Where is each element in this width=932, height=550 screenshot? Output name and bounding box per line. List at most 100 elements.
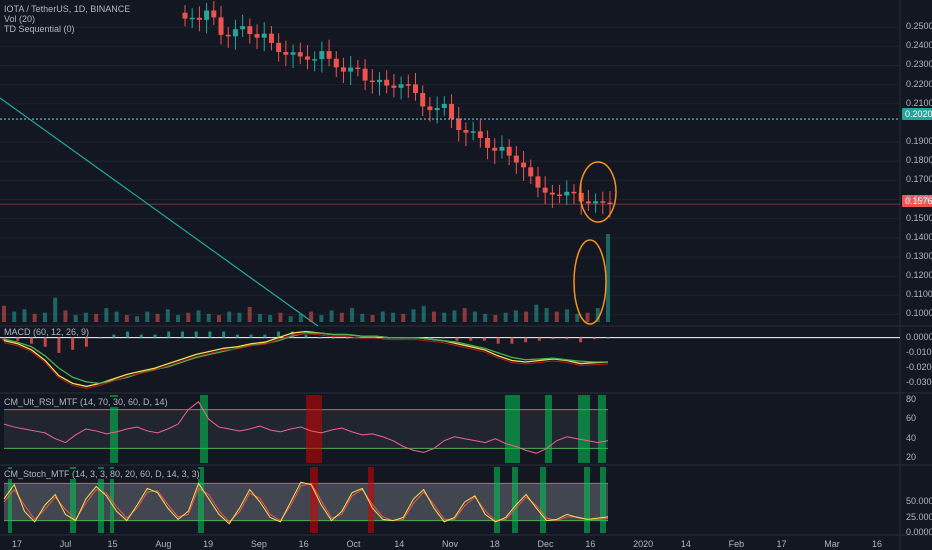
volume-bar [114,311,119,322]
rsi-legend: CM_Ult_RSI_MTF (14, 70, 30, 60, D, 14) [4,397,168,407]
candle-body [204,10,210,20]
candle-body [391,85,397,88]
macd-histogram-bar [71,337,75,350]
current-price-tag: 0.1576 [902,195,932,207]
candle-body [557,194,563,197]
macd-histogram-bar [43,337,47,347]
macd-histogram-bar [565,337,569,340]
candle-body [348,67,354,72]
volume-bar [575,313,580,322]
macd-histogram-bar [510,337,514,344]
volume-bar [391,312,396,322]
candle-body [492,147,498,151]
time-tick-label: 16 [298,539,309,549]
macd-histogram-bar [98,337,102,339]
volume-bar [554,311,559,322]
macd-histogram-bar [441,337,445,339]
macd-histogram-bar [482,337,486,341]
volume-bar [298,313,303,322]
candle-body [499,146,505,151]
volume-bar [339,312,344,322]
rsi-signal-column [505,395,520,463]
macd-histogram-bar [455,337,459,341]
candle-body [535,176,541,188]
rsi-signal-column [306,395,322,463]
candle-body [283,52,289,55]
stoch-signal-column [310,467,318,533]
price-tick-label: 0.2300 [906,59,932,70]
time-tick-label: Mar [824,539,840,549]
candle-body [384,79,390,86]
macd-histogram-bar [57,337,61,353]
macd-histogram-bar [428,337,432,339]
candle-body [333,58,339,68]
volume-bar [472,311,477,322]
candle-body [312,59,318,61]
candle-body [232,29,238,37]
macd-histogram-bar [304,334,308,338]
price-tick-label: 0.2400 [906,40,932,51]
candle-body [290,52,296,55]
volume-bar [431,311,436,322]
volume-bar [145,311,150,322]
macd-histogram-bar [579,337,583,343]
resistance-price-tag: 0.2020 [902,108,932,120]
volume-bar [124,315,129,322]
time-tick-label: Aug [155,539,172,549]
candle-body [413,84,419,94]
volume-bar [524,311,529,322]
macd-histogram-bar [222,331,226,338]
volume-bar [288,316,293,322]
candle-body [297,52,303,57]
macd-histogram-bar [235,334,239,338]
candle-body [420,93,426,107]
volume-bar [155,313,160,322]
time-tick-label: 14 [680,539,691,549]
time-tick-label: 15 [107,539,118,549]
stoch-signal-column [494,467,500,533]
time-tick-label: 16 [872,539,883,549]
volume-bar [350,308,355,322]
candle-body [405,84,411,86]
candle-body [340,67,346,72]
rsi-signal-column [598,395,606,463]
candle-body [196,17,202,20]
candle-body [319,51,325,60]
volume-bar [227,311,232,322]
trendline [0,97,319,327]
volume-bar [186,312,191,322]
volume-bar [237,312,242,322]
stoch-signal-column [540,467,546,533]
volume-bar [442,312,447,322]
macd-fast-line [3,333,609,389]
volume-bar [360,313,365,322]
price-tick-label: 0.1900 [906,136,932,147]
candle-body [218,17,224,35]
volume-bar [401,313,406,322]
candle-body [355,67,361,70]
volume-bar [513,310,518,322]
volume-bar [483,313,488,322]
macd-histogram-bar [112,334,116,338]
volume-bar [2,305,6,322]
price-tick-label: 0.1500 [906,212,932,223]
volume-bar [606,234,610,322]
candle-body [578,192,584,202]
candle-body [513,155,519,163]
volume-bar [165,309,170,322]
price-tick-label: 0.1700 [906,174,932,185]
price-tick-label: 0.2500 [906,21,932,32]
macd-legend: MACD (60, 12, 26, 9) [4,327,90,337]
macd-histogram-bar [277,331,281,338]
volume-bar [370,315,375,322]
price-tick-label: 0.1000 [906,308,932,319]
highlight-ellipse-price [579,161,617,223]
volume-bar [22,309,27,322]
volume-bar [94,313,99,322]
candle-body [398,84,404,88]
volume-bar [176,315,181,322]
highlight-ellipse-volume [573,239,607,325]
macd-histogram-bar [345,337,349,339]
